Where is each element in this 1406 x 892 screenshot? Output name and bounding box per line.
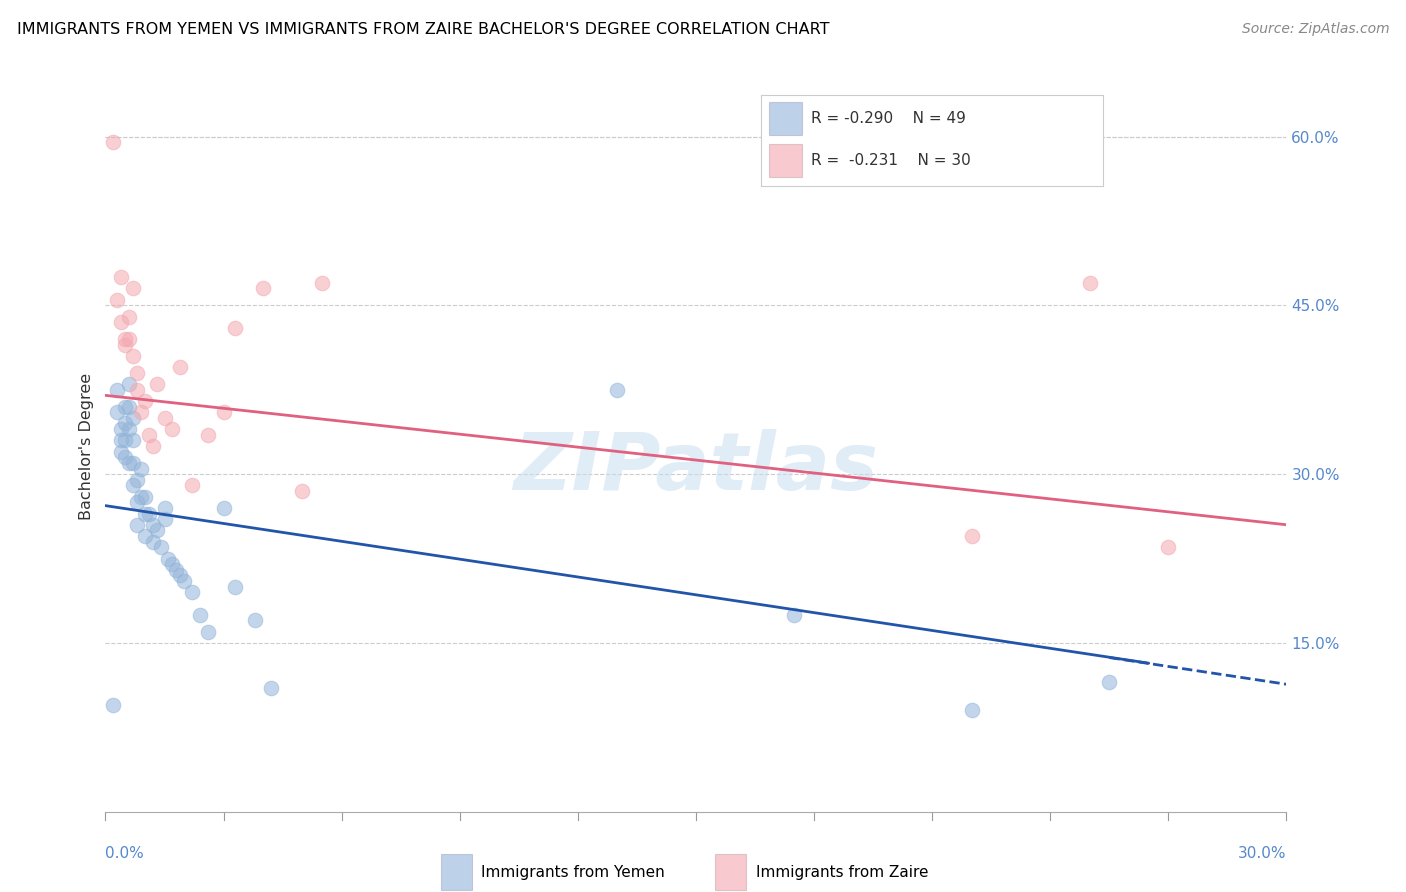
- Point: [181, 478, 204, 492]
- Point: [118, 422, 141, 436]
- Point: [165, 563, 187, 577]
- Point: [197, 427, 219, 442]
- Point: [224, 321, 246, 335]
- Point: [212, 500, 235, 515]
- Point: [105, 405, 128, 419]
- Point: [138, 427, 160, 442]
- Point: [181, 585, 204, 599]
- Point: [110, 270, 132, 285]
- Point: [110, 422, 132, 436]
- Point: [122, 349, 145, 363]
- Y-axis label: Bachelor's Degree: Bachelor's Degree: [79, 373, 94, 519]
- Point: [134, 394, 156, 409]
- Point: [260, 681, 283, 695]
- Point: [114, 417, 136, 431]
- Point: [125, 383, 148, 397]
- Point: [134, 490, 156, 504]
- Point: [1078, 276, 1101, 290]
- Point: [145, 377, 167, 392]
- Point: [243, 614, 266, 628]
- Point: [125, 495, 148, 509]
- Point: [960, 529, 983, 543]
- Point: [114, 400, 136, 414]
- Point: [162, 557, 184, 571]
- Point: [142, 534, 165, 549]
- Point: [169, 360, 191, 375]
- Point: [122, 281, 145, 295]
- Point: [118, 332, 141, 346]
- Point: [114, 434, 136, 448]
- Point: [110, 434, 132, 448]
- Point: [122, 410, 145, 425]
- Point: [103, 135, 125, 149]
- Point: [105, 293, 128, 307]
- Point: [1157, 541, 1180, 555]
- Point: [157, 551, 180, 566]
- Point: [110, 315, 132, 329]
- Point: [142, 439, 165, 453]
- Point: [118, 400, 141, 414]
- Point: [188, 607, 211, 622]
- Point: [169, 568, 191, 582]
- Text: 0.0%: 0.0%: [105, 846, 145, 861]
- Point: [153, 500, 176, 515]
- Point: [783, 607, 806, 622]
- Point: [224, 580, 246, 594]
- Point: [134, 507, 156, 521]
- Point: [125, 366, 148, 380]
- Point: [153, 410, 176, 425]
- Point: [162, 422, 184, 436]
- Point: [960, 703, 983, 717]
- Point: [103, 698, 125, 712]
- Point: [138, 507, 160, 521]
- Point: [122, 478, 145, 492]
- Point: [129, 461, 152, 475]
- Point: [118, 377, 141, 392]
- Point: [118, 456, 141, 470]
- Point: [122, 434, 145, 448]
- Point: [291, 483, 314, 498]
- Text: IMMIGRANTS FROM YEMEN VS IMMIGRANTS FROM ZAIRE BACHELOR'S DEGREE CORRELATION CHA: IMMIGRANTS FROM YEMEN VS IMMIGRANTS FROM…: [17, 22, 830, 37]
- Point: [114, 337, 136, 351]
- Point: [125, 473, 148, 487]
- Point: [197, 624, 219, 639]
- Point: [606, 383, 628, 397]
- Text: Source: ZipAtlas.com: Source: ZipAtlas.com: [1241, 22, 1389, 37]
- Text: 30.0%: 30.0%: [1239, 846, 1286, 861]
- Point: [1098, 675, 1121, 690]
- Point: [114, 332, 136, 346]
- Point: [173, 574, 195, 588]
- Point: [252, 281, 274, 295]
- Point: [125, 517, 148, 532]
- Point: [129, 490, 152, 504]
- Point: [110, 444, 132, 458]
- Point: [134, 529, 156, 543]
- Point: [212, 405, 235, 419]
- Point: [105, 383, 128, 397]
- Point: [311, 276, 333, 290]
- Point: [153, 512, 176, 526]
- Point: [118, 310, 141, 324]
- Point: [142, 517, 165, 532]
- Point: [129, 405, 152, 419]
- Point: [145, 524, 167, 538]
- Text: ZIPatlas: ZIPatlas: [513, 429, 879, 507]
- Point: [149, 541, 172, 555]
- Point: [114, 450, 136, 465]
- Point: [122, 456, 145, 470]
